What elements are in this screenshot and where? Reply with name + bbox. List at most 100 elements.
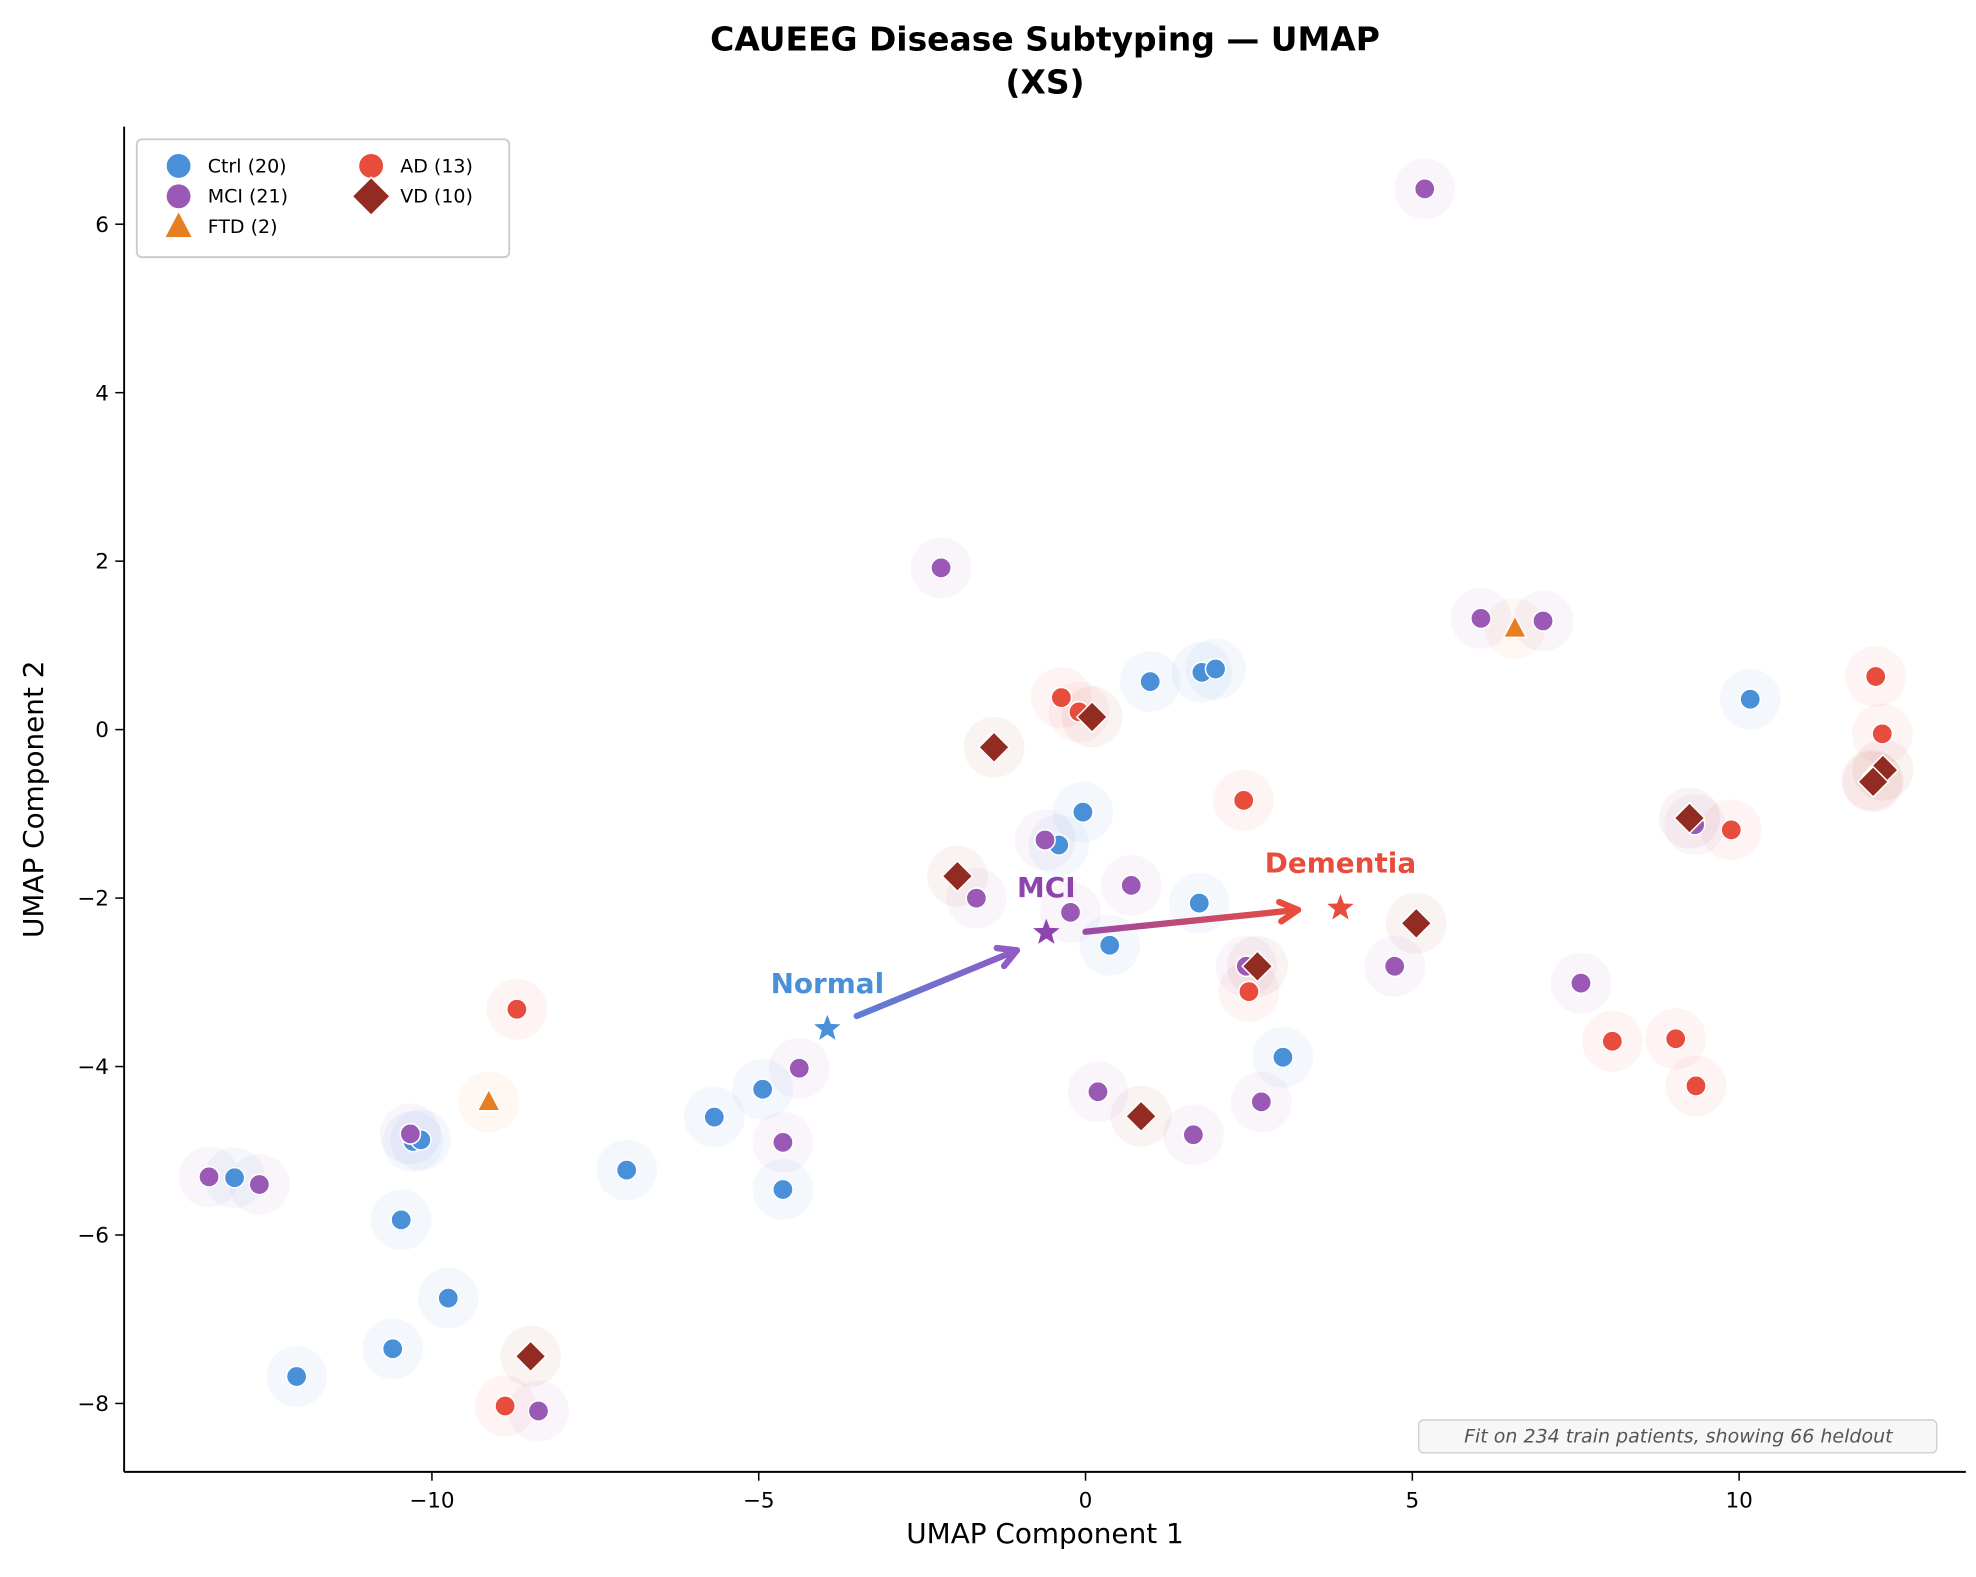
ctrl-point — [437, 1287, 460, 1310]
mci-point — [1470, 607, 1492, 630]
halo-layer — [178, 158, 1914, 1442]
ctrl-point — [1139, 670, 1162, 693]
points-layer — [198, 177, 1900, 1422]
ftd-point — [476, 1087, 502, 1112]
ctrl-point — [703, 1106, 726, 1128]
ctrl-point — [1098, 934, 1121, 957]
footnote: Fit on 234 train patients, showing 66 he… — [1418, 1419, 1938, 1454]
mci-point — [198, 1165, 220, 1188]
vd-point — [941, 859, 974, 893]
ctrl-point — [1188, 892, 1211, 915]
y-tick-label: −8 — [77, 1392, 109, 1417]
y-tick-label: 6 — [95, 213, 109, 238]
normal-centroid-label: Normal — [771, 967, 885, 1000]
legend-label: AD (13) — [400, 155, 473, 177]
legend-label: Ctrl (20) — [208, 155, 287, 177]
mci-centroid-star — [1033, 918, 1060, 944]
arrow-head — [1276, 898, 1302, 925]
y-tick-label: −4 — [77, 1055, 109, 1080]
ad-point — [1864, 665, 1887, 688]
ctrl-point — [772, 1178, 794, 1201]
ctrl-point — [615, 1159, 638, 1182]
mci-point — [1034, 829, 1056, 851]
mci-point — [1570, 972, 1592, 995]
trajectory-arrow — [853, 947, 1021, 1020]
ad-point — [1232, 789, 1255, 812]
legend-marker — [357, 152, 385, 180]
mci-point — [788, 1057, 811, 1080]
legend-marker — [165, 182, 193, 210]
ad-point — [1871, 722, 1894, 745]
ctrl-point — [751, 1078, 774, 1101]
legend-label: MCI (21) — [208, 186, 288, 208]
arrow-layer — [853, 898, 1302, 1020]
chart-subtitle: (XS) — [1005, 63, 1084, 102]
legend-label: VD (10) — [400, 186, 473, 208]
ad-point — [1685, 1075, 1707, 1097]
legend-marker — [351, 176, 392, 217]
ctrl-point — [285, 1365, 308, 1388]
mci-point — [965, 887, 988, 909]
mci-centroid-label: MCI — [1017, 871, 1076, 904]
legend: Ctrl (20) MCI (21) FTD (2) AD (13) VD (10) — [135, 138, 511, 259]
x-axis-label: UMAP Component 1 — [906, 1517, 1183, 1550]
trajectory-arrow — [1082, 906, 1302, 935]
ctrl-point — [381, 1337, 404, 1360]
legend-label: FTD (2) — [208, 216, 278, 238]
y-tick-label: −6 — [77, 1224, 109, 1249]
x-tick-label: 0 — [1079, 1488, 1093, 1513]
mci-point — [1059, 901, 1082, 924]
y-tick-label: 0 — [95, 718, 109, 743]
ad-point — [1720, 818, 1743, 841]
ad-point — [506, 998, 528, 1021]
centroid-layer: Normal MCI Dementia — [771, 847, 1416, 1040]
chart-title: CAUEEG Disease Subtyping — UMAP — [710, 20, 1380, 59]
x-tick-label: 5 — [1405, 1488, 1419, 1513]
mci-point — [1250, 1091, 1273, 1113]
footnote-text: Fit on 234 train patients, showing 66 he… — [1464, 1426, 1894, 1448]
ctrl-point — [1272, 1046, 1294, 1069]
ad-point — [1238, 980, 1260, 1003]
mci-point — [399, 1123, 422, 1145]
mci-point — [248, 1173, 271, 1196]
vd-point — [1075, 700, 1109, 734]
ctrl-point — [1072, 801, 1094, 824]
ctrl-point — [390, 1208, 413, 1231]
y-tick-label: 4 — [95, 381, 109, 406]
ad-point — [1664, 1027, 1687, 1050]
arrow-head — [993, 944, 1021, 970]
vd-point — [1856, 765, 1890, 799]
vd-point — [514, 1340, 547, 1373]
y-tick-label: −2 — [77, 887, 109, 912]
ad-point — [1050, 686, 1073, 709]
normal-centroid-star — [814, 1014, 841, 1040]
mci-point — [1087, 1080, 1109, 1103]
mci-point — [1383, 955, 1406, 978]
legend-marker — [163, 209, 195, 239]
x-tick-label: 10 — [1725, 1488, 1752, 1513]
ctrl-point — [1739, 688, 1762, 711]
ticks-layer: −10 −5 0 5 10 −8 −6 −4 −2 0 2 4 6 — [77, 213, 1753, 1514]
mci-point — [930, 556, 952, 579]
vd-point — [1399, 907, 1433, 940]
mci-point — [1532, 610, 1554, 632]
dementia-centroid-label: Dementia — [1265, 847, 1416, 880]
x-tick-label: −5 — [743, 1488, 775, 1513]
mci-point — [772, 1131, 794, 1154]
mci-point — [527, 1400, 550, 1422]
legend-marker — [165, 152, 193, 180]
mci-point — [1413, 177, 1436, 200]
ctrl-point — [223, 1166, 246, 1189]
mci-point — [1182, 1123, 1205, 1146]
ad-point — [1601, 1030, 1624, 1053]
vd-point — [1241, 950, 1274, 983]
ad-point — [494, 1395, 517, 1417]
y-tick-label: 2 — [95, 550, 109, 575]
mci-point — [1120, 874, 1143, 897]
x-tick-label: −10 — [409, 1488, 454, 1513]
ftd-point — [1502, 614, 1528, 639]
ctrl-point — [1204, 658, 1227, 680]
y-axis-label: UMAP Component 2 — [17, 661, 50, 938]
vd-point — [977, 731, 1011, 764]
